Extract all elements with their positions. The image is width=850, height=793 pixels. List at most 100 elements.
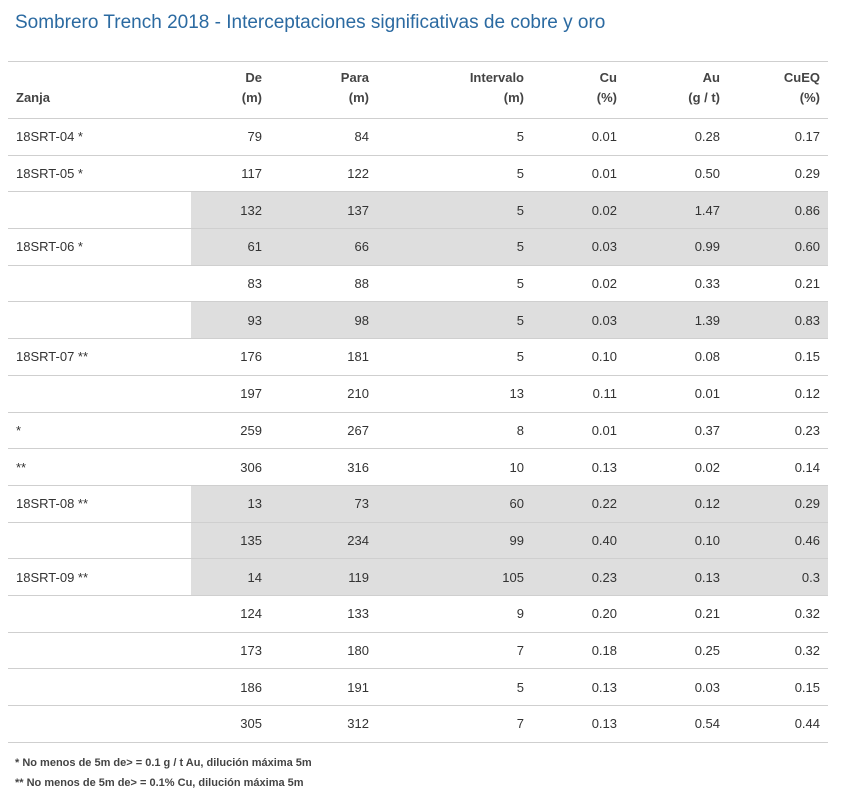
cell-intervalo: 5	[377, 228, 532, 266]
cell-au: 0.37	[625, 412, 728, 450]
footnotes: * No menos de 5m de> = 0.1 g / t Au, dil…	[15, 753, 312, 793]
table-row: 18SRT-09 ** 14 119 105 0.23 0.13 0.3	[8, 558, 828, 596]
cell-para: 316	[270, 448, 377, 486]
cell-intervalo: 5	[377, 265, 532, 303]
cell-au: 0.33	[625, 265, 728, 303]
cell-para: 119	[270, 558, 377, 596]
cell-cueq: 0.86	[728, 191, 828, 230]
cell-para: 180	[270, 632, 377, 670]
cell-de: 117	[191, 155, 270, 193]
footnote-cu: ** No menos de 5m de> = 0.1% Cu, dilució…	[15, 777, 304, 789]
cell-de: 124	[191, 595, 270, 633]
cell-de: 61	[191, 228, 270, 266]
cell-au: 0.10	[625, 522, 728, 560]
cell-zanja	[8, 191, 191, 230]
cell-de: 93	[191, 301, 270, 340]
cell-cu: 0.01	[532, 412, 625, 450]
cell-cueq: 0.21	[728, 265, 828, 303]
cell-cueq: 0.46	[728, 522, 828, 560]
cell-cueq: 0.44	[728, 705, 828, 743]
cell-cu: 0.40	[532, 522, 625, 560]
cell-para: 88	[270, 265, 377, 303]
cell-de: 79	[191, 118, 270, 156]
cell-au: 1.39	[625, 301, 728, 340]
cell-para: 73	[270, 485, 377, 523]
table-row: 93 98 5 0.03 1.39 0.83	[8, 301, 828, 340]
cell-intervalo: 8	[377, 412, 532, 450]
cell-zanja	[8, 705, 191, 743]
header-para: Para (m)	[270, 61, 377, 119]
cell-para: 267	[270, 412, 377, 450]
cell-cu: 0.13	[532, 668, 625, 706]
cell-intervalo: 7	[377, 632, 532, 670]
cell-au: 0.03	[625, 668, 728, 706]
header-cueq: CuEQ (%)	[728, 61, 828, 119]
cell-zanja: 18SRT-09 **	[8, 558, 191, 596]
cell-zanja: 18SRT-08 **	[8, 485, 191, 523]
cell-para: 312	[270, 705, 377, 743]
header-de: De (m)	[191, 61, 270, 119]
cell-intervalo: 5	[377, 118, 532, 156]
table-header: Zanja De (m) Para (m) Intervalo (m) Cu (%) A…	[8, 61, 828, 119]
cell-zanja	[8, 301, 191, 340]
header-intervalo: Intervalo (m)	[377, 61, 532, 119]
cell-cueq: 0.14	[728, 448, 828, 486]
cell-de: 176	[191, 338, 270, 376]
page-title: Sombrero Trench 2018 - Interceptaciones …	[15, 12, 606, 33]
footnote-au: * No menos de 5m de> = 0.1 g / t Au, dil…	[15, 757, 312, 769]
cell-cu: 0.11	[532, 375, 625, 413]
cell-zanja	[8, 595, 191, 633]
cell-cu: 0.18	[532, 632, 625, 670]
table-row: 18SRT-06 * 61 66 5 0.03 0.99 0.60	[8, 228, 828, 266]
cell-intervalo: 13	[377, 375, 532, 413]
cell-intervalo: 99	[377, 522, 532, 560]
cell-de: 305	[191, 705, 270, 743]
cell-zanja	[8, 522, 191, 560]
cell-cueq: 0.3	[728, 558, 828, 596]
cell-cu: 0.02	[532, 191, 625, 230]
cell-de: 259	[191, 412, 270, 450]
table-row: 135 234 99 0.40 0.10 0.46	[8, 522, 828, 560]
cell-de: 306	[191, 448, 270, 486]
cell-intervalo: 105	[377, 558, 532, 596]
cell-de: 186	[191, 668, 270, 706]
cell-cueq: 0.29	[728, 485, 828, 523]
cell-cueq: 0.29	[728, 155, 828, 193]
cell-para: 191	[270, 668, 377, 706]
cell-cueq: 0.83	[728, 301, 828, 340]
cell-zanja	[8, 265, 191, 303]
cell-cueq: 0.17	[728, 118, 828, 156]
table-row: 305 312 7 0.13 0.54 0.44	[8, 705, 828, 743]
cell-au: 0.21	[625, 595, 728, 633]
cell-de: 135	[191, 522, 270, 560]
cell-cu: 0.23	[532, 558, 625, 596]
cell-intervalo: 5	[377, 155, 532, 193]
cell-cueq: 0.32	[728, 595, 828, 633]
cell-zanja: 18SRT-07 **	[8, 338, 191, 376]
cell-zanja: 18SRT-04 *	[8, 118, 191, 156]
intercepts-table: Zanja De (m) Para (m) Intervalo (m) Cu (%) A…	[8, 61, 828, 743]
cell-para: 84	[270, 118, 377, 156]
cell-au: 0.25	[625, 632, 728, 670]
cell-intervalo: 5	[377, 668, 532, 706]
cell-cueq: 0.15	[728, 668, 828, 706]
cell-de: 14	[191, 558, 270, 596]
cell-cu: 0.20	[532, 595, 625, 633]
cell-au: 0.08	[625, 338, 728, 376]
cell-zanja	[8, 375, 191, 413]
cell-intervalo: 10	[377, 448, 532, 486]
cell-cu: 0.22	[532, 485, 625, 523]
cell-au: 0.28	[625, 118, 728, 156]
cell-zanja: *	[8, 412, 191, 450]
cell-cueq: 0.60	[728, 228, 828, 266]
table-row: 83 88 5 0.02 0.33 0.21	[8, 265, 828, 303]
cell-intervalo: 5	[377, 191, 532, 230]
cell-zanja	[8, 668, 191, 706]
cell-de: 197	[191, 375, 270, 413]
cell-zanja	[8, 632, 191, 670]
cell-para: 181	[270, 338, 377, 376]
table-row: 124 133 9 0.20 0.21 0.32	[8, 595, 828, 633]
header-au: Au (g / t)	[625, 61, 728, 119]
cell-de: 173	[191, 632, 270, 670]
cell-zanja: 18SRT-05 *	[8, 155, 191, 193]
